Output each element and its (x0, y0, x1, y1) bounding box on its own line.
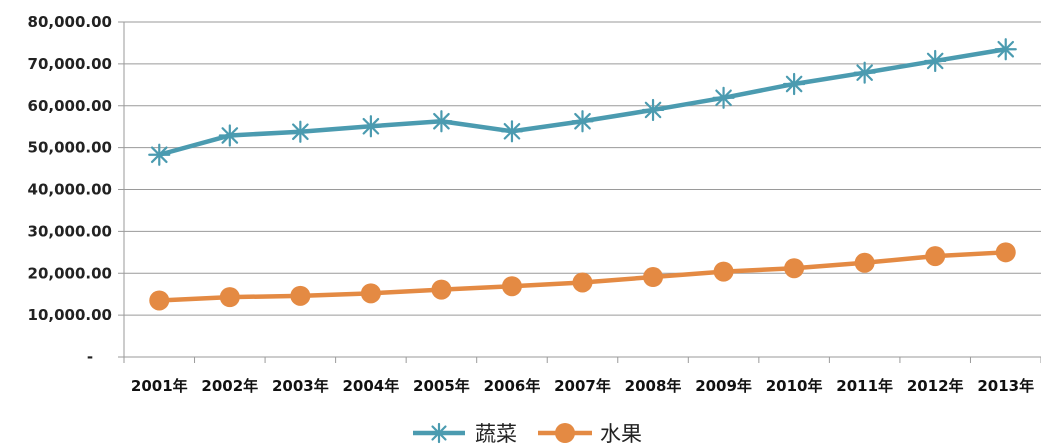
y-tick-label: - (87, 348, 93, 366)
x-tick-label: 2012年 (907, 377, 964, 395)
data-point (853, 61, 876, 84)
data-point (360, 283, 381, 304)
y-tick-label: 60,000.00 (28, 97, 112, 115)
legend-item: 蔬菜 (413, 422, 517, 446)
data-point (784, 258, 805, 279)
axes (118, 21, 1041, 363)
data-point (924, 49, 947, 73)
legend-marker (428, 422, 450, 444)
data-point (289, 120, 312, 143)
y-tick-label: 50,000.00 (28, 139, 112, 157)
series-layer (148, 38, 1017, 311)
y-tick-label: 80,000.00 (28, 13, 112, 31)
x-tick-label: 2002年 (201, 377, 258, 395)
data-point (572, 272, 593, 293)
data-point (783, 72, 806, 96)
x-tick-label: 2005年 (413, 377, 470, 395)
y-tick-label: 20,000.00 (28, 264, 112, 282)
data-point (995, 242, 1016, 263)
x-axis-ticks: 2001年 2002年 2003年 2004年 2005年 2006年 2007年 2008年… (131, 377, 1034, 395)
data-point (501, 276, 522, 297)
data-point (290, 285, 311, 306)
data-point (643, 267, 664, 288)
series-1 (148, 38, 1017, 166)
series-line (157, 46, 1008, 157)
x-tick-label: 2006年 (484, 377, 541, 395)
legend-label: 水果 (600, 422, 642, 446)
gridlines (124, 21, 1041, 316)
data-point (641, 98, 665, 122)
data-point (713, 261, 734, 282)
y-tick-label: 10,000.00 (28, 306, 112, 324)
data-point (430, 110, 453, 133)
data-point (500, 120, 524, 143)
y-tick-label: 70,000.00 (28, 55, 112, 73)
x-tick-label: 2007年 (554, 377, 611, 395)
data-point (219, 287, 240, 308)
data-point (994, 38, 1017, 61)
x-tick-label: 2013年 (977, 377, 1034, 395)
x-tick-label: 2001年 (131, 377, 188, 395)
x-tick-label: 2008年 (625, 377, 682, 395)
x-tick-label: 2010年 (766, 377, 823, 395)
data-point (712, 86, 735, 109)
y-tick-label: 30,000.00 (28, 222, 112, 240)
data-point (218, 124, 241, 147)
x-tick-label: 2003年 (272, 377, 329, 395)
data-point (148, 143, 171, 166)
data-point (571, 110, 594, 133)
x-tick-label: 2011年 (836, 377, 893, 395)
legend-marker (555, 423, 575, 443)
data-point (431, 279, 452, 300)
y-axis-ticks: - 10,000.00 20,000.00 30,000.00 40,000.00 50,… (28, 13, 112, 366)
legend-item: 水果 (538, 422, 642, 446)
data-point (149, 290, 170, 311)
y-tick-label: 40,000.00 (28, 181, 112, 199)
x-tick-label: 2009年 (695, 377, 752, 395)
series-2 (149, 242, 1016, 311)
legend-label: 蔬菜 (475, 422, 517, 446)
data-point (854, 252, 875, 273)
data-point (359, 115, 382, 138)
x-tick-label: 2004年 (343, 377, 400, 395)
data-point (925, 246, 946, 267)
legend: 蔬菜 水果 (413, 422, 642, 446)
